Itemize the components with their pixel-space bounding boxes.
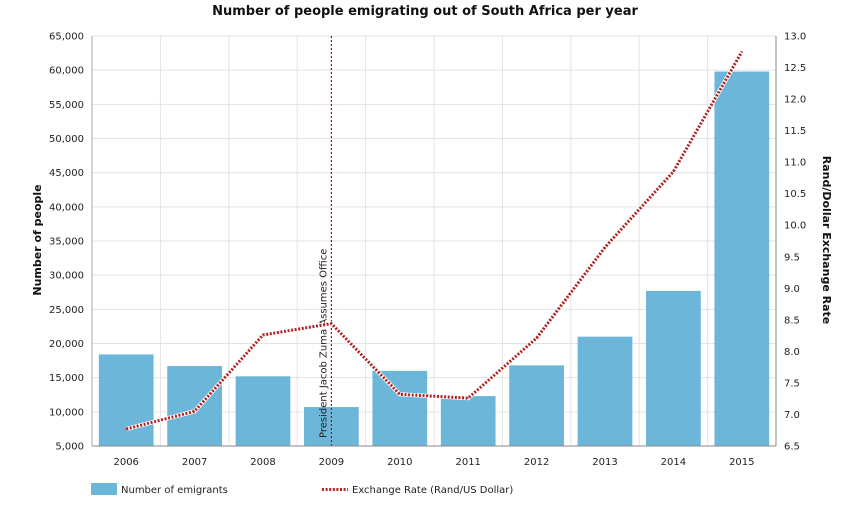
y-tick-label: 55,000 — [49, 100, 84, 111]
y2-tick-label: 7.0 — [784, 410, 800, 421]
line-point-2009 — [330, 323, 332, 325]
x-tick-label: 2006 — [113, 457, 138, 468]
annotation-label: President Jacob Zuma Assumes Office — [318, 249, 329, 438]
x-tick-label: 2011 — [455, 457, 480, 468]
bar-2006 — [98, 354, 154, 446]
line-point-2008 — [262, 334, 264, 336]
y-tick-label: 35,000 — [49, 237, 84, 248]
y2-tick-label: 9.5 — [784, 252, 800, 263]
bar-2013 — [577, 336, 633, 446]
y-tick-label: 60,000 — [49, 66, 84, 77]
x-tick-label: 2009 — [319, 457, 344, 468]
legend-swatch-bars — [91, 483, 117, 495]
y2-tick-label: 8.5 — [784, 315, 800, 326]
x-tick-label: 2013 — [592, 457, 617, 468]
y-tick-label: 30,000 — [49, 271, 84, 282]
y-tick-label: 5,000 — [55, 442, 84, 453]
exchange-rate-line — [125, 50, 744, 432]
annotation: President Jacob Zuma Assumes Office — [318, 36, 332, 446]
bar-2007 — [167, 366, 222, 446]
y2-tick-label: 9.0 — [784, 284, 800, 295]
bar-2011 — [440, 396, 496, 446]
bar-2010 — [372, 370, 428, 446]
chart-title: Number of people emigrating out of South… — [212, 4, 638, 19]
y-tick-label: 45,000 — [49, 168, 84, 179]
y-axis-title: Number of people — [31, 184, 44, 295]
y2-tick-label: 11.5 — [784, 126, 806, 137]
y2-tick-label: 8.0 — [784, 347, 800, 358]
y-tick-label: 10,000 — [49, 407, 84, 418]
legend-label-bars: Number of emigrants — [121, 485, 228, 496]
x-tick-label: 2010 — [387, 457, 412, 468]
legend-label-line: Exchange Rate (Rand/US Dollar) — [352, 485, 513, 496]
x-tick-label: 2012 — [524, 457, 549, 468]
y-tick-label: 20,000 — [49, 339, 84, 350]
y2-tick-label: 7.5 — [784, 378, 800, 389]
x-tick-label: 2014 — [661, 457, 686, 468]
x-tick-label: 2008 — [250, 457, 275, 468]
x-tick-label: 2007 — [182, 457, 207, 468]
y2-tick-label: 10.5 — [784, 189, 806, 200]
y-tick-label: 40,000 — [49, 202, 84, 213]
y2-axis-title: Rand/Dollar Exchange Rate — [820, 156, 833, 325]
x-tick-label: 2015 — [729, 457, 754, 468]
y2-tick-label: 12.0 — [784, 95, 806, 106]
y2-tick-label: 6.5 — [784, 442, 800, 453]
line-point-2007 — [194, 410, 196, 412]
y-tick-label: 50,000 — [49, 134, 84, 145]
bar-2015 — [714, 71, 770, 447]
line-point-2015 — [741, 51, 743, 53]
axes: 5,000 10,000 15,000 20,000 25,000 30,000 35,00… — [49, 32, 806, 469]
y-tick-label: 65,000 — [49, 32, 84, 43]
line-point-2011 — [467, 397, 469, 399]
bars — [98, 71, 770, 447]
bar-2014 — [646, 290, 701, 446]
bar-2012 — [509, 365, 564, 446]
y2-tick-label: 10.0 — [784, 221, 806, 232]
line-point-2013 — [604, 246, 606, 248]
line-path — [125, 51, 744, 431]
y-tick-label: 15,000 — [49, 373, 84, 384]
line-point-2010 — [399, 393, 401, 395]
line-point-2014 — [672, 171, 675, 173]
y2-tick-label: 11.0 — [784, 158, 806, 169]
legend: Number of emigrants Exchange Rate (Rand/U… — [91, 483, 513, 496]
y2-tick-label: 12.5 — [784, 63, 806, 74]
line-point-2006 — [125, 428, 127, 430]
line-point-2012 — [536, 337, 538, 339]
bar-2008 — [235, 376, 291, 446]
y2-tick-label: 13.0 — [784, 32, 806, 43]
y-tick-label: 25,000 — [49, 305, 84, 316]
